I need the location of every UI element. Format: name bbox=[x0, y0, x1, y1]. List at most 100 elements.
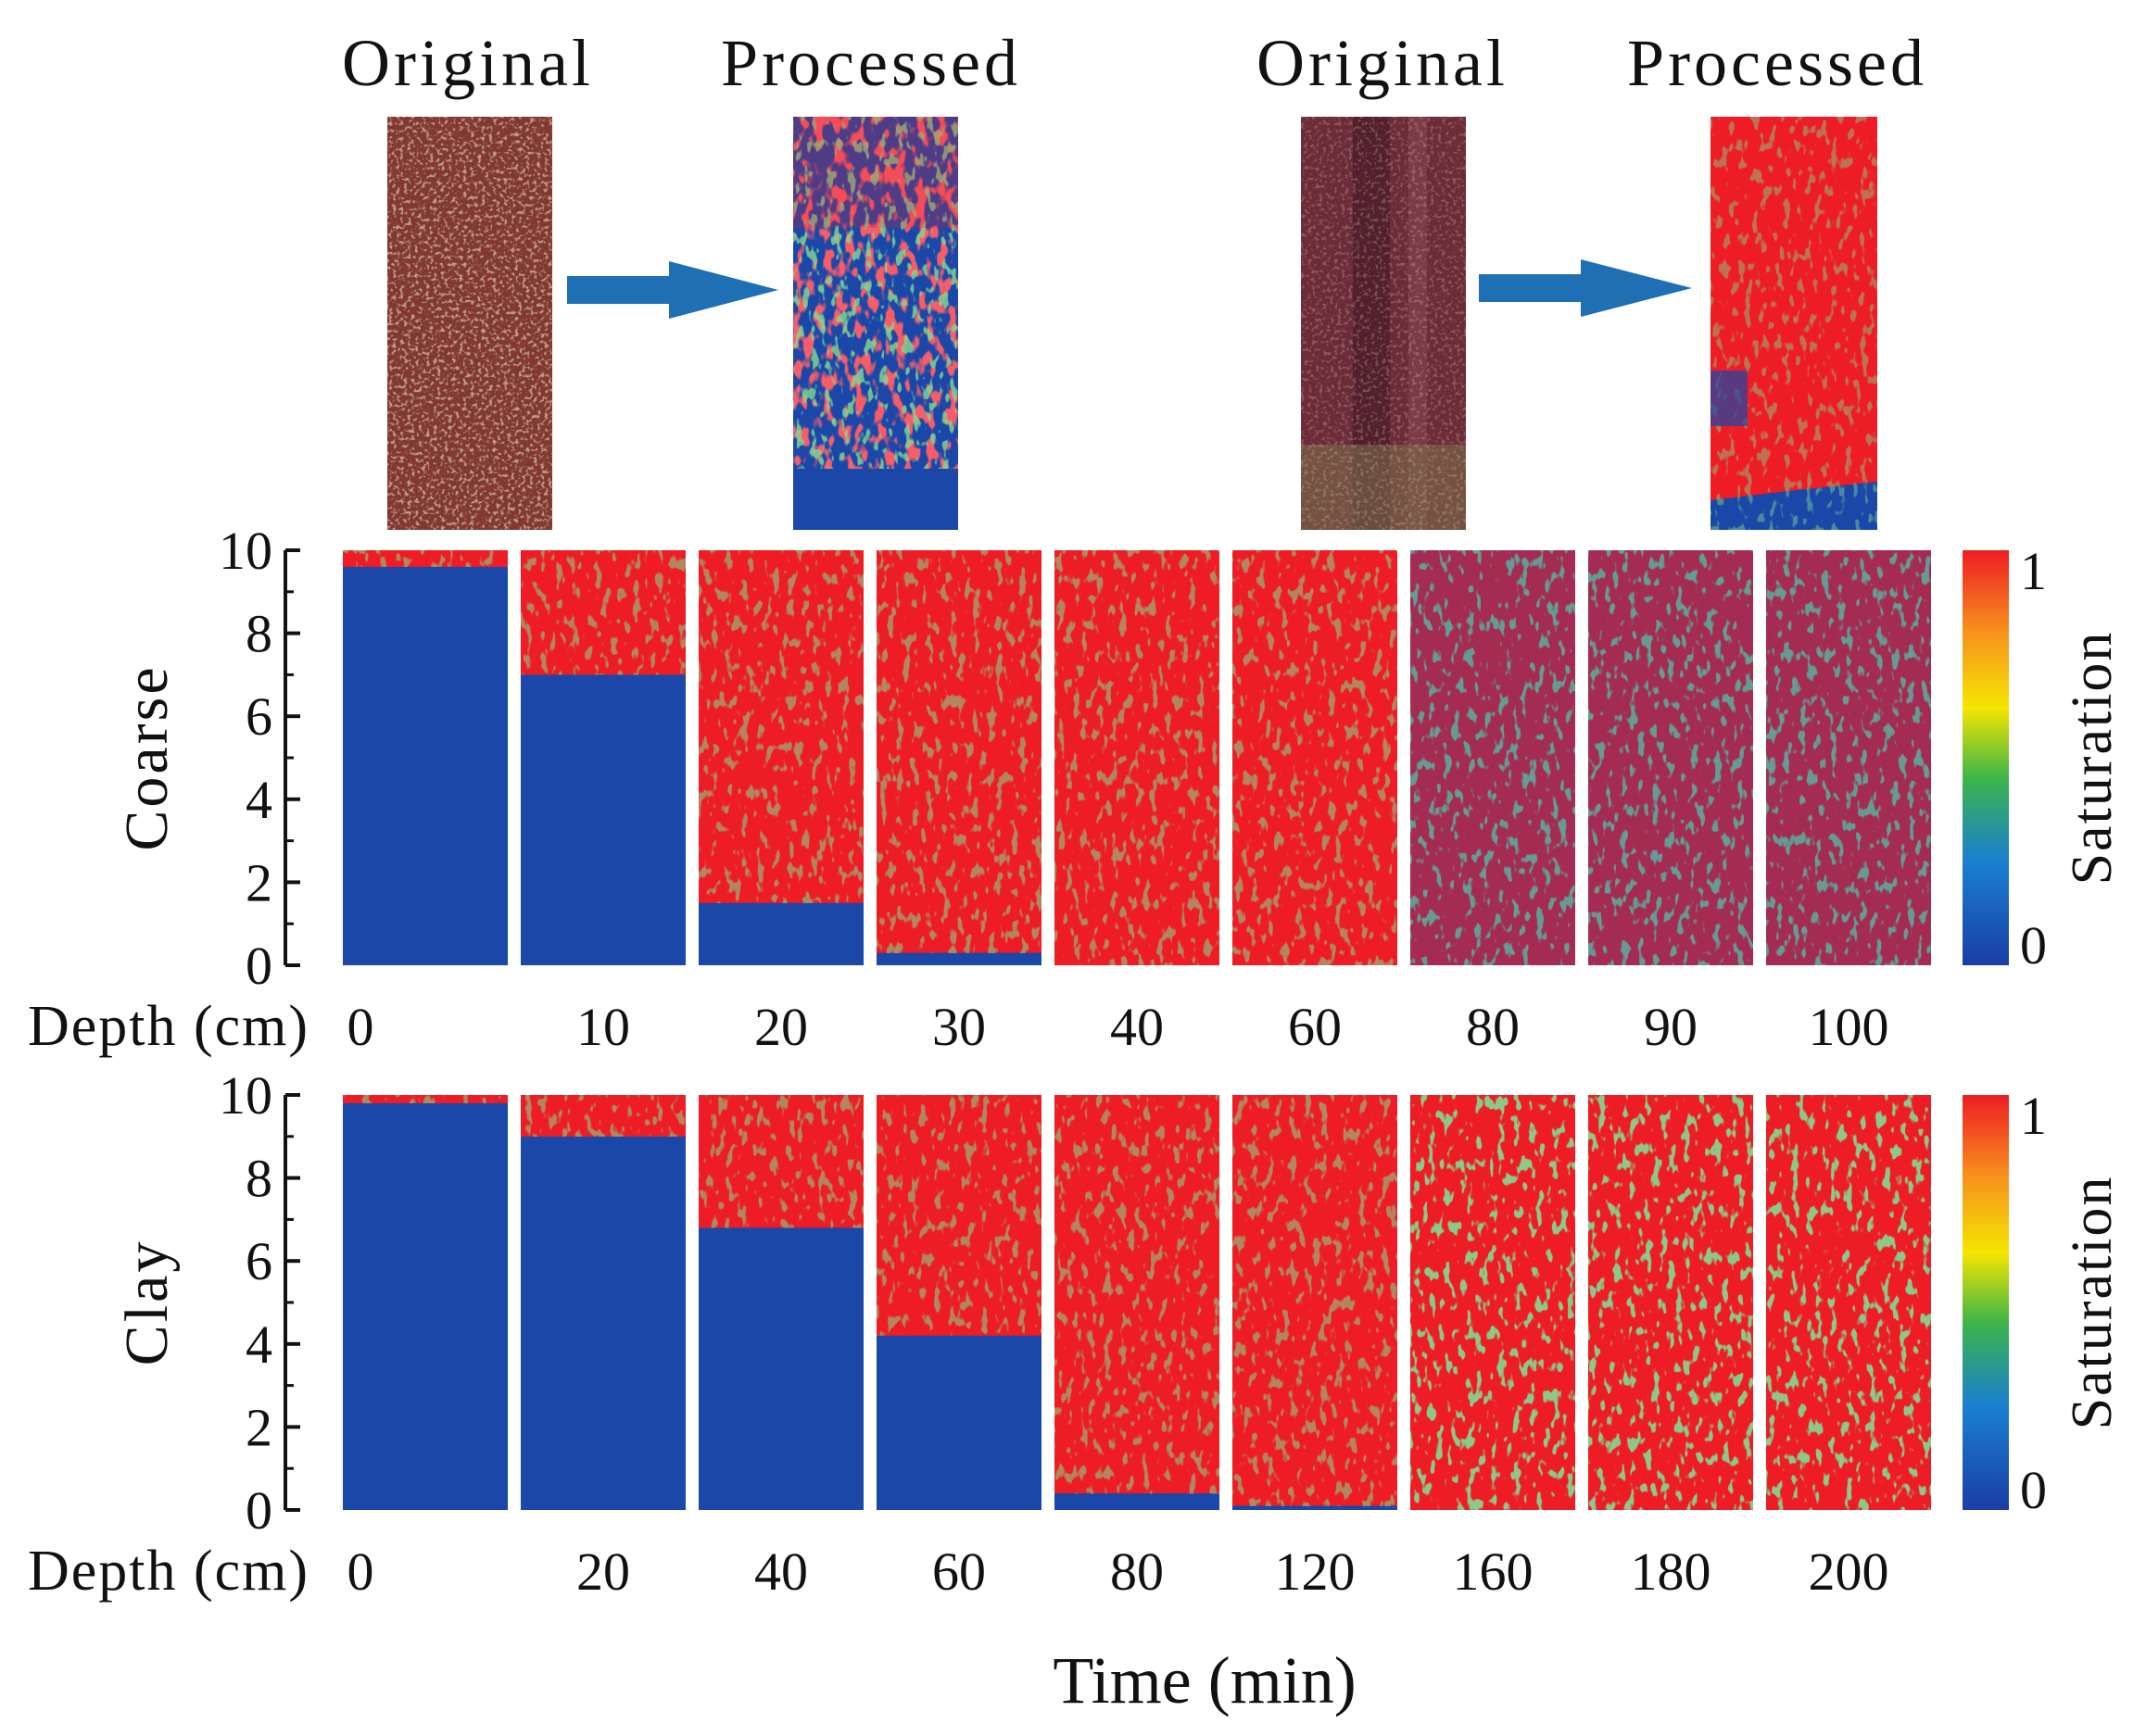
time-label: 80 bbox=[1110, 1541, 1164, 1602]
dry-region bbox=[343, 550, 508, 965]
wet-texture bbox=[877, 1095, 1041, 1336]
y-tick-label: 0 bbox=[246, 936, 272, 996]
time-label: 10 bbox=[576, 997, 630, 1057]
colorbar-min-label: 0 bbox=[2020, 1460, 2047, 1520]
y-tick-label: 4 bbox=[246, 770, 272, 830]
dry-region bbox=[343, 1095, 508, 1510]
header-label-original-coarse: Original bbox=[342, 26, 594, 100]
row-label: Coarse bbox=[113, 664, 181, 850]
saturation-column bbox=[1054, 550, 1219, 965]
processed-core-coarse-image bbox=[793, 117, 958, 530]
wet-texture bbox=[1588, 1095, 1753, 1510]
colorbar-max-label: 1 bbox=[2020, 1086, 2047, 1146]
dry-texture bbox=[1410, 550, 1575, 965]
header-label-processed-coarse: Processed bbox=[721, 26, 1021, 100]
wet-texture bbox=[1766, 1095, 1931, 1510]
header-label-original-clay: Original bbox=[1256, 26, 1509, 100]
saturation-column bbox=[699, 1095, 864, 1510]
y-tick-label: 6 bbox=[246, 686, 272, 747]
saturation-column bbox=[1232, 550, 1397, 965]
colorbar-title: Saturation bbox=[2061, 1176, 2124, 1430]
wet-texture bbox=[699, 550, 864, 903]
arrow-icon bbox=[1479, 259, 1692, 317]
y-tick-label: 10 bbox=[219, 521, 272, 581]
saturation-column bbox=[521, 550, 686, 965]
arrow-icon bbox=[567, 261, 778, 319]
y-tick-label: 2 bbox=[246, 852, 272, 912]
saturation-column bbox=[1766, 550, 1931, 965]
original-core-clay-image bbox=[1301, 117, 1466, 530]
wet-texture bbox=[1054, 550, 1219, 965]
y-tick-label: 8 bbox=[246, 604, 272, 664]
colorbar-gradient bbox=[1963, 550, 2009, 965]
y-tick-label: 4 bbox=[246, 1315, 272, 1375]
depth-axis-title: Depth (cm) bbox=[28, 995, 309, 1058]
time-label: 30 bbox=[932, 997, 986, 1057]
time-label: 20 bbox=[754, 997, 808, 1057]
saturation-column bbox=[1766, 1095, 1931, 1510]
saturation-column bbox=[699, 550, 864, 965]
time-label: 160 bbox=[1453, 1541, 1534, 1602]
time-label: 180 bbox=[1631, 1541, 1711, 1602]
saturation-column bbox=[1410, 1095, 1575, 1510]
saturation-column bbox=[343, 1095, 508, 1510]
wet-texture bbox=[1766, 550, 1931, 965]
dry-texture bbox=[1588, 550, 1753, 965]
y-tick-label: 2 bbox=[246, 1397, 272, 1457]
wet-texture bbox=[521, 1095, 686, 1137]
wet-texture bbox=[1054, 1095, 1219, 1494]
colorbar-max-label: 1 bbox=[2020, 541, 2047, 601]
saturation-column bbox=[521, 1095, 686, 1510]
y-tick-label: 0 bbox=[246, 1480, 272, 1541]
saturation-column bbox=[1410, 550, 1575, 965]
saturation-column bbox=[877, 550, 1041, 965]
time-label: 0 bbox=[347, 997, 374, 1057]
example-images bbox=[387, 117, 1877, 530]
header-label-processed-clay: Processed bbox=[1627, 26, 1927, 100]
processed-core-clay-image bbox=[1710, 117, 1877, 530]
wet-texture bbox=[1410, 550, 1575, 965]
saturation-column bbox=[877, 1095, 1041, 1510]
time-label: 20 bbox=[576, 1541, 630, 1602]
wet-texture bbox=[1232, 550, 1397, 965]
wet-texture bbox=[343, 550, 508, 567]
wet-texture bbox=[699, 1095, 864, 1228]
header-labels: Original Processed Original Processed bbox=[342, 26, 1927, 100]
time-label: 80 bbox=[1466, 997, 1520, 1057]
wet-texture bbox=[521, 550, 686, 675]
dry-region bbox=[521, 1095, 686, 1510]
time-label: 200 bbox=[1809, 1541, 1889, 1602]
saturation-column bbox=[1232, 1095, 1397, 1510]
time-label: 100 bbox=[1809, 997, 1889, 1057]
wet-texture bbox=[1410, 1095, 1575, 1510]
wet-texture bbox=[1588, 550, 1753, 965]
original-core-coarse-image bbox=[387, 117, 552, 530]
colorbar-min-label: 0 bbox=[2020, 915, 2047, 975]
y-tick-label: 8 bbox=[246, 1149, 272, 1209]
time-label: 40 bbox=[754, 1541, 808, 1602]
y-tick-label: 6 bbox=[246, 1231, 272, 1291]
colorbar-title: Saturation bbox=[2061, 631, 2124, 886]
saturation-column bbox=[1588, 550, 1753, 965]
y-tick-label: 10 bbox=[219, 1065, 272, 1126]
depth-axis-title: Depth (cm) bbox=[28, 1540, 309, 1603]
time-label: 40 bbox=[1110, 997, 1164, 1057]
saturation-column bbox=[343, 550, 508, 965]
wet-texture bbox=[1232, 1095, 1397, 1506]
saturation-column bbox=[1054, 1095, 1219, 1510]
time-label: 0 bbox=[347, 1541, 374, 1602]
time-label: 90 bbox=[1644, 997, 1698, 1057]
time-label: 60 bbox=[932, 1541, 986, 1602]
row-label: Clay bbox=[113, 1239, 181, 1366]
x-axis-title: Time (min) bbox=[1053, 1643, 1356, 1717]
saturation-column bbox=[1588, 1095, 1753, 1510]
wet-texture bbox=[343, 1095, 508, 1103]
dry-texture bbox=[1766, 550, 1931, 965]
time-label: 120 bbox=[1275, 1541, 1356, 1602]
